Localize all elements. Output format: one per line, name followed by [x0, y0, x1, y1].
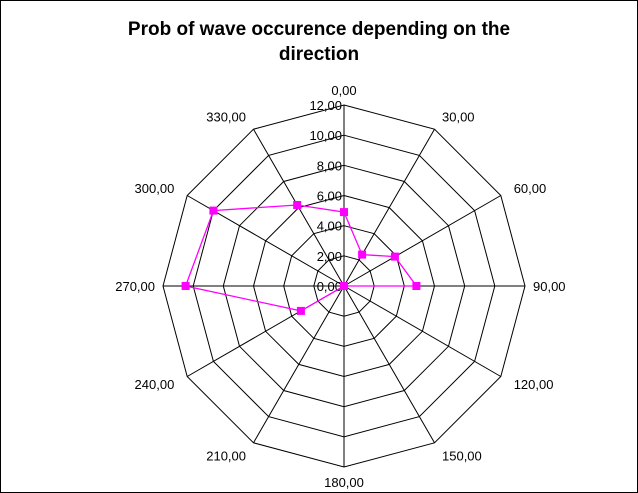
radial-tick-label: 4,00: [317, 219, 342, 234]
chart-title-line-2: direction: [278, 44, 360, 65]
category-label: 90,00: [533, 279, 566, 294]
spoke-5: [343, 285, 435, 444]
category-label: 270,00: [115, 279, 155, 294]
radial-tick-label: 0,00: [317, 279, 342, 294]
category-label: 180,00: [324, 475, 364, 490]
data-point-10: [209, 206, 218, 215]
category-label: 330,00: [206, 109, 246, 124]
category-labels: 0,00 30,00 60,00 90,00 120,00 150,00 180,00 210…: [115, 83, 565, 490]
category-label: 120,00: [514, 377, 554, 392]
category-label: 210,00: [206, 449, 246, 464]
radial-tick-label: 12,00: [309, 98, 342, 113]
category-label: 30,00: [442, 109, 475, 124]
data-series: [181, 201, 421, 315]
data-point-1: [358, 250, 367, 259]
radial-tick-label: 6,00: [317, 189, 342, 204]
data-point-2: [390, 252, 399, 261]
spoke-1: [343, 128, 435, 287]
data-point-8: [296, 306, 305, 315]
chart-title-line-1: Prob of wave occurence depending on the: [127, 19, 511, 40]
category-label: 150,00: [442, 449, 482, 464]
category-label: 240,00: [135, 377, 175, 392]
spoke-2: [343, 195, 502, 287]
data-point-11: [293, 201, 302, 209]
data-point-3: [412, 282, 421, 290]
radial-tick-label: 8,00: [317, 158, 342, 173]
spoke-4: [343, 285, 502, 377]
category-label: 300,00: [135, 181, 175, 196]
series-line-0: [184, 204, 418, 312]
data-point-0: [340, 208, 348, 217]
radial-tick-label: 10,00: [309, 128, 342, 143]
category-label: 60,00: [514, 181, 547, 196]
category-label: 0,00: [331, 83, 356, 98]
data-point-7: [340, 282, 348, 290]
radial-tick-label: 2,00: [317, 249, 342, 264]
data-point-9: [181, 282, 190, 290]
chart-title: Prob of wave occurence depending on the …: [1, 17, 637, 67]
spoke-7: [253, 285, 345, 444]
radial-tick-labels: 0,00 2,00 4,00 6,00 8,00 10,00 12,00: [309, 98, 342, 294]
